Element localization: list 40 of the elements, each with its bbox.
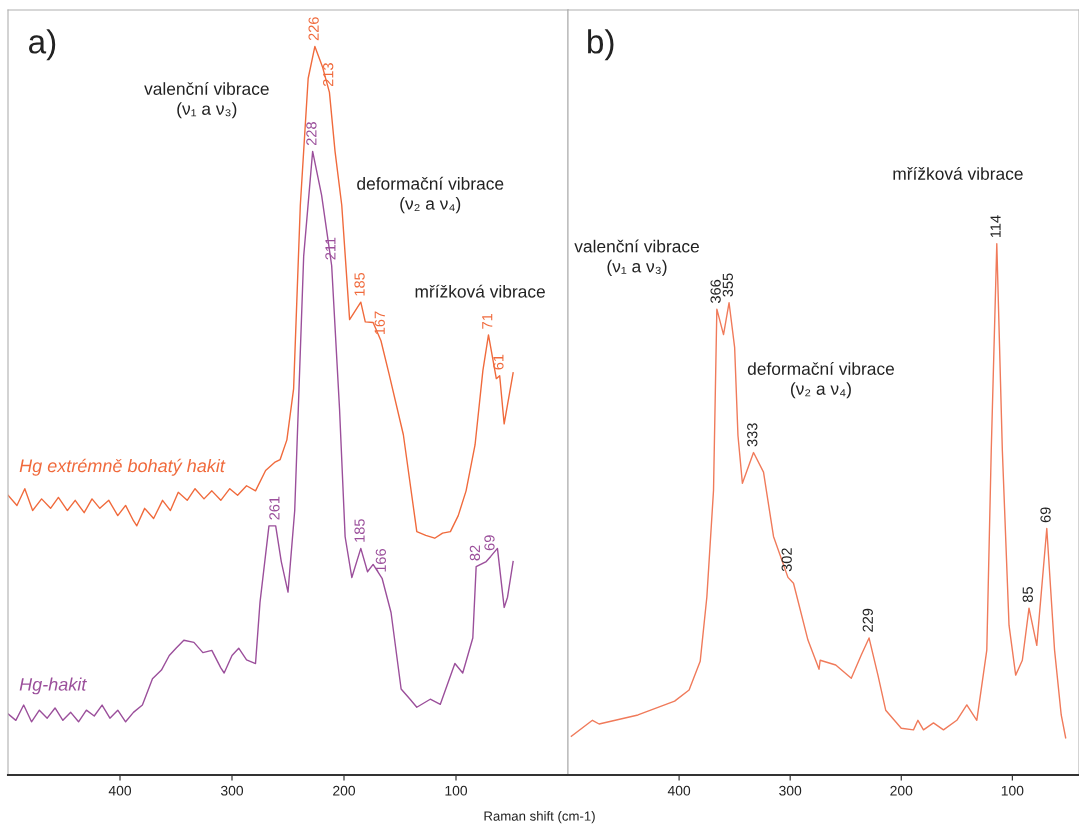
chart-title: b) [588,29,614,61]
x-tick-label: 100 [445,785,468,796]
annotation: valenční vibrace (ν₁ a ν₃) [574,239,699,276]
annotation: valenční vibrace (ν₁ a ν₃) [144,82,269,119]
annotation: 333 [747,423,758,447]
annotation: deformační vibrace (ν₂ a ν₄) [357,176,504,214]
annotation: mřížková vibrace [415,284,545,298]
annotation: 69 [1040,507,1051,523]
annotation: deformační vibrace (ν₂ a ν₄) [747,361,894,399]
annotation: 355 [722,273,733,297]
annotation: 366 [710,279,721,303]
annotation: 166 [375,549,386,572]
text: mřížková vibrace [893,166,1023,180]
x-tick-label: 100 [1001,785,1024,796]
series-label: Hg extrémně bohatý hakit [19,458,226,476]
annotation: 85 [1022,587,1033,602]
annotation: 229 [862,608,873,632]
annotation: 211 [325,237,336,260]
annotation: 82 [469,545,481,561]
x-tick-label: 200 [333,785,356,796]
x-tick-label: 300 [779,785,802,796]
series-label: Hg-hakit [19,677,87,695]
annotation: 114 [990,215,1001,238]
x-axis-title: Raman shift (cm-1) [484,811,595,824]
x-tick-label: 400 [108,785,132,796]
chart-title: a) [29,29,56,61]
annotation: 213 [323,63,334,87]
annotation: 185 [354,519,365,542]
x-tick-label: 400 [667,785,691,796]
annotation: 302 [781,548,792,572]
x-tick-label: 300 [220,785,244,796]
annotation: 61 [493,354,504,370]
annotation: 261 [269,496,280,520]
annotation: 226 [308,17,319,41]
annotation: 71 [482,313,493,329]
annotation: 228 [306,122,317,146]
annotation: 69 [484,535,495,551]
annotation: 185 [354,272,365,296]
x-tick-label: 200 [890,785,913,796]
annotation: 167 [374,311,385,335]
